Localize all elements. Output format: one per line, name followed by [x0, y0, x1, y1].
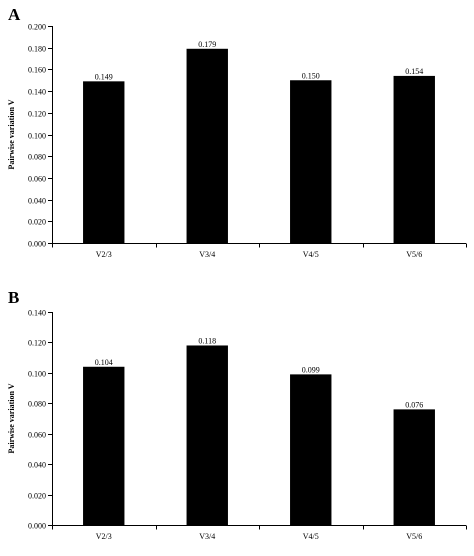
- y-tick-label-b: 0.040: [28, 461, 46, 470]
- bar-a: [83, 81, 125, 244]
- x-tick-label-a: V4/5: [303, 250, 319, 259]
- y-tick-label-a: 0.080: [28, 153, 46, 162]
- y-tick-label-b: 0.100: [28, 370, 46, 379]
- bar-b: [393, 409, 435, 525]
- bar-b: [83, 366, 125, 525]
- bar-b: [186, 345, 228, 525]
- y-tick-label-b: 0.060: [28, 431, 46, 440]
- y-axis-label-a: Pairwise variation V: [7, 99, 16, 169]
- x-tick-label-a: V3/4: [199, 250, 215, 259]
- bar-a: [393, 75, 435, 243]
- y-tick-label-a: 0.100: [28, 132, 46, 141]
- y-tick-label-b: 0.020: [28, 492, 46, 501]
- data-label-b: 0.118: [198, 336, 216, 345]
- x-tick-label-b: V2/3: [96, 532, 112, 541]
- x-tick-label-b: V4/5: [303, 532, 319, 541]
- x-tick-label-a: V5/6: [406, 250, 422, 259]
- data-label-a: 0.149: [95, 72, 113, 81]
- y-tick-label-a: 0.060: [28, 175, 46, 184]
- chart-panel-a: A Pairwise variation V 0.000 0.020 0.040 0.0…: [7, 5, 467, 259]
- y-tick-label-a: 0.160: [28, 66, 46, 75]
- x-tick-label-b: V3/4: [199, 532, 215, 541]
- bar-a: [186, 48, 228, 243]
- data-label-b: 0.104: [95, 358, 113, 367]
- y-tick-label-a: 0.180: [28, 45, 46, 54]
- y-tick-label-b: 0.080: [28, 400, 46, 409]
- panel-letter-a: A: [8, 5, 21, 24]
- data-label-a: 0.179: [198, 40, 216, 49]
- bar-b: [290, 374, 332, 525]
- y-tick-label-a: 0.020: [28, 218, 46, 227]
- y-axis-label-b: Pairwise variation V: [7, 383, 16, 453]
- panel-letter-b: B: [8, 288, 19, 307]
- x-tick-label-b: V5/6: [406, 532, 422, 541]
- y-tick-label-b: 0.000: [28, 522, 46, 531]
- bar-a: [290, 80, 332, 243]
- y-tick-label-a: 0.140: [28, 88, 46, 97]
- chart-panel-b: B Pairwise variation V 0.000 0.020 0.040 0.0…: [7, 288, 467, 541]
- data-label-a: 0.150: [302, 71, 320, 80]
- data-label-b: 0.099: [302, 365, 320, 374]
- y-tick-label-a: 0.040: [28, 197, 46, 206]
- y-tick-label-a: 0.200: [28, 23, 46, 32]
- y-tick-label-a: 0.000: [28, 240, 46, 249]
- x-tick-label-a: V2/3: [96, 250, 112, 259]
- y-tick-label-b: 0.140: [28, 309, 46, 318]
- y-tick-label-b: 0.120: [28, 339, 46, 348]
- data-label-b: 0.076: [405, 400, 423, 409]
- y-tick-label-a: 0.120: [28, 110, 46, 119]
- data-label-a: 0.154: [405, 67, 423, 76]
